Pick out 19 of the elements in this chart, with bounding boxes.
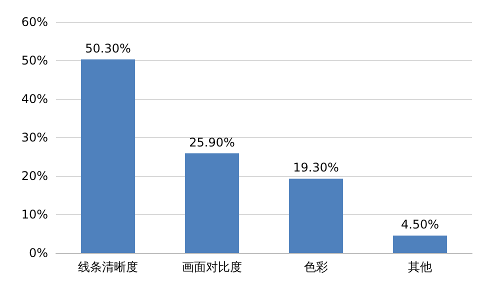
y-tick-label: 60% xyxy=(21,15,48,29)
bar xyxy=(80,59,136,253)
data-label: 50.30% xyxy=(85,41,131,56)
bar xyxy=(184,153,240,253)
x-tick-label: 线条清晰度 xyxy=(78,260,138,274)
data-label: 19.30% xyxy=(293,160,339,175)
bar xyxy=(392,236,448,253)
y-tick-label: 0% xyxy=(28,246,48,260)
x-tick-label: 色彩 xyxy=(304,260,328,274)
y-tick-label: 30% xyxy=(21,130,48,144)
y-tick-label: 40% xyxy=(21,92,48,106)
x-tick-label: 其他 xyxy=(408,260,432,274)
bar xyxy=(288,178,344,253)
data-label: 25.90% xyxy=(189,135,235,150)
data-label: 4.50% xyxy=(400,218,440,232)
x-tick-label: 画面对比度 xyxy=(182,260,242,274)
y-tick-label: 20% xyxy=(21,169,48,183)
y-tick-label: 50% xyxy=(21,54,48,68)
y-tick-label: 10% xyxy=(21,208,48,222)
